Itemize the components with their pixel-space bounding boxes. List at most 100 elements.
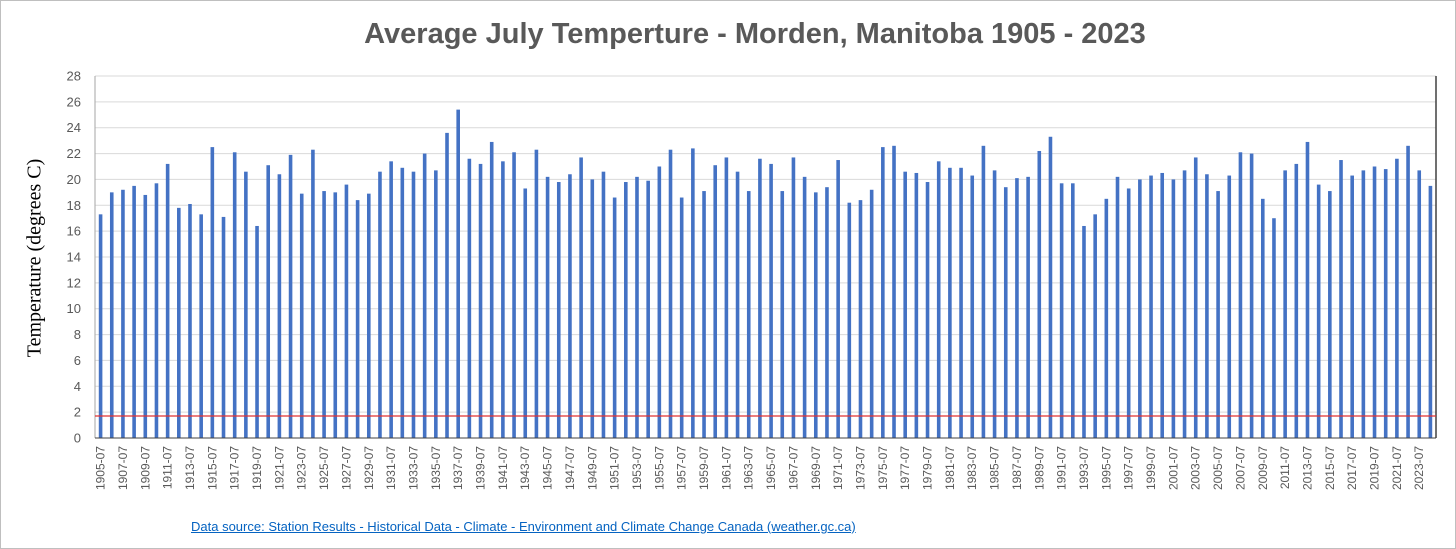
bar bbox=[769, 163, 773, 438]
bar bbox=[724, 157, 729, 438]
x-tick-label: 1999-07 bbox=[1144, 446, 1158, 490]
y-tick-label: 2 bbox=[74, 405, 81, 420]
bar bbox=[802, 176, 807, 439]
bar bbox=[1048, 136, 1053, 438]
bar bbox=[590, 179, 595, 438]
x-tick-label: 1985-07 bbox=[988, 446, 1002, 490]
x-tick-label: 2007-07 bbox=[1233, 446, 1247, 490]
bar bbox=[702, 191, 706, 438]
bar bbox=[1104, 198, 1109, 438]
bar bbox=[1406, 145, 1410, 439]
bar bbox=[1149, 175, 1153, 439]
y-tick-label: 26 bbox=[67, 94, 81, 109]
bar bbox=[177, 207, 181, 438]
x-tick-label: 1949-07 bbox=[585, 446, 599, 490]
x-tick-label: 1961-07 bbox=[719, 446, 733, 490]
bar bbox=[1328, 191, 1332, 438]
bar bbox=[1193, 157, 1198, 438]
bar bbox=[925, 182, 930, 438]
bar bbox=[1115, 176, 1120, 439]
x-tick-label: 1907-07 bbox=[116, 446, 130, 490]
data-source-link[interactable]: Data source: Station Results - Historica… bbox=[191, 519, 856, 534]
bar bbox=[1383, 169, 1388, 439]
bar bbox=[556, 182, 561, 438]
bar bbox=[970, 175, 975, 439]
bar bbox=[355, 200, 360, 438]
bar bbox=[288, 154, 293, 438]
y-tick-label: 0 bbox=[74, 431, 81, 446]
y-tick-label: 10 bbox=[67, 301, 81, 316]
y-tick-label: 16 bbox=[67, 224, 81, 239]
x-tick-label: 1911-07 bbox=[161, 446, 175, 489]
bar bbox=[1350, 175, 1354, 439]
bar bbox=[411, 171, 416, 438]
bar bbox=[892, 145, 896, 439]
bar bbox=[366, 193, 371, 438]
x-tick-label: 2011-07 bbox=[1278, 446, 1292, 489]
bar bbox=[635, 176, 639, 439]
bar bbox=[881, 147, 885, 438]
bar bbox=[299, 193, 304, 438]
x-tick-label: 1973-07 bbox=[853, 446, 867, 490]
x-tick-label: 2017-07 bbox=[1345, 446, 1359, 490]
y-tick-label: 18 bbox=[67, 198, 81, 213]
bar bbox=[612, 197, 617, 438]
bar bbox=[255, 225, 259, 438]
bar bbox=[422, 153, 427, 439]
x-tick-label: 1939-07 bbox=[474, 446, 488, 490]
x-tick-label: 1955-07 bbox=[652, 446, 666, 490]
x-tick-label: 1915-07 bbox=[205, 446, 219, 490]
bar bbox=[914, 172, 919, 438]
bar bbox=[1182, 170, 1187, 438]
bar bbox=[244, 171, 248, 438]
chart-title: Average July Temperture - Morden, Manito… bbox=[364, 18, 1146, 50]
x-tick-label: 2023-07 bbox=[1412, 446, 1426, 490]
bar bbox=[1026, 176, 1030, 439]
bar bbox=[378, 171, 382, 438]
bar bbox=[1294, 163, 1299, 438]
x-tick-label: 2009-07 bbox=[1256, 446, 1270, 490]
x-tick-label: 2013-07 bbox=[1300, 446, 1314, 490]
x-tick-label: 2003-07 bbox=[1189, 446, 1203, 490]
bar bbox=[445, 132, 449, 438]
x-tick-label: 1919-07 bbox=[250, 446, 264, 490]
bar bbox=[534, 149, 539, 438]
bar bbox=[1305, 141, 1310, 438]
x-tick-label: 1969-07 bbox=[809, 446, 823, 490]
bar bbox=[1372, 166, 1377, 438]
bar bbox=[1428, 185, 1433, 438]
x-tick-label: 1913-07 bbox=[183, 446, 197, 490]
bar bbox=[1003, 187, 1008, 438]
bar bbox=[948, 167, 952, 439]
x-tick-label: 1945-07 bbox=[541, 446, 555, 490]
x-tick-label: 1957-07 bbox=[675, 446, 689, 490]
x-tick-label: 1905-07 bbox=[94, 446, 108, 490]
bar bbox=[333, 192, 338, 438]
x-tick-label: 1995-07 bbox=[1099, 446, 1113, 490]
x-tick-label: 1929-07 bbox=[362, 446, 376, 490]
bar bbox=[579, 157, 583, 438]
x-tick-label: 1933-07 bbox=[406, 446, 420, 490]
x-tick-label: 1975-07 bbox=[876, 446, 890, 490]
bar bbox=[992, 170, 997, 438]
x-tick-label: 1979-07 bbox=[921, 446, 935, 490]
y-tick-label: 28 bbox=[67, 69, 81, 84]
x-tick-label: 1959-07 bbox=[697, 446, 711, 490]
x-tick-label: 1921-07 bbox=[272, 446, 286, 490]
bar bbox=[232, 152, 237, 438]
x-tick-label: 1953-07 bbox=[630, 446, 644, 490]
bar bbox=[109, 192, 114, 438]
bar bbox=[1093, 214, 1097, 438]
bar bbox=[199, 214, 203, 438]
bar bbox=[813, 192, 818, 438]
bar bbox=[936, 161, 941, 439]
bar bbox=[1171, 179, 1176, 438]
bar bbox=[1071, 183, 1075, 438]
x-tick-label: 1935-07 bbox=[429, 446, 443, 490]
bar bbox=[858, 200, 863, 438]
bar bbox=[154, 183, 159, 438]
bar bbox=[624, 182, 628, 438]
x-tick-label: 1971-07 bbox=[831, 446, 845, 490]
bar bbox=[1339, 160, 1343, 439]
